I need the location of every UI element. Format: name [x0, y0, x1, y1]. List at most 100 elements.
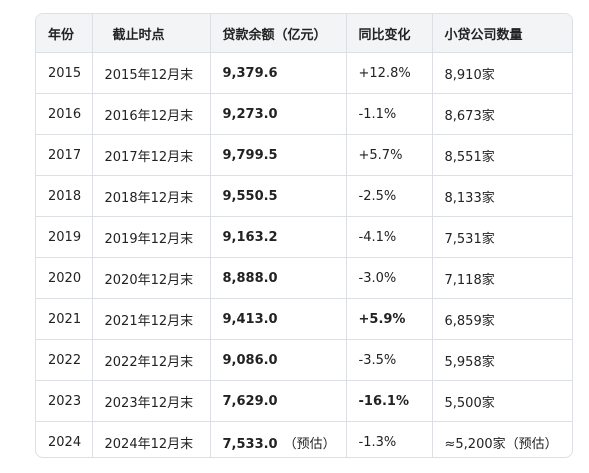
balance-cell: 9,086.0 [210, 339, 347, 381]
year-cell-text: 2021 [48, 311, 82, 327]
date-cell: 2019年12月末 [92, 216, 211, 258]
year-cell: 2020 [36, 257, 93, 299]
date-cell: 2024年12月末 [92, 421, 211, 457]
change-cell-text: +12.8% [358, 65, 411, 81]
count-cell-text: 8,910家 [444, 67, 495, 83]
count-cell-text: 7,531家 [444, 231, 495, 247]
date-cell-text: 2022年12月末 [104, 354, 194, 370]
change-cell: -4.1% [346, 216, 433, 258]
year-cell: 2015 [36, 52, 93, 94]
balance-cell: 9,163.2 [210, 216, 347, 258]
data-table-card: 年份 截止时点 贷款余额（亿元） 同比变化 小贷公司数量 2015 2015年12… [35, 13, 573, 458]
change-cell-text: +5.7% [358, 147, 403, 163]
date-cell-text: 2020年12月末 [104, 272, 194, 288]
count-cell: 8,673家 [432, 93, 572, 135]
count-cell: 8,133家 [432, 175, 572, 217]
date-cell: 2017年12月末 [92, 134, 211, 176]
year-cell-text: 2024 [48, 434, 82, 450]
change-cell: +5.9% [346, 298, 433, 340]
year-cell: 2018 [36, 175, 93, 217]
date-cell-text: 2016年12月末 [104, 108, 194, 124]
year-cell: 2023 [36, 380, 93, 422]
change-cell: -16.1% [346, 380, 433, 422]
balance-cell-text: 9,550.5 [222, 188, 278, 204]
change-cell: -3.0% [346, 257, 433, 299]
year-cell-text: 2016 [48, 106, 82, 122]
header-row: 年份 截止时点 贷款余额（亿元） 同比变化 小贷公司数量 [36, 14, 572, 53]
count-cell-text: 8,133家 [444, 190, 495, 206]
header-change: 同比变化 [346, 14, 433, 53]
date-cell-text: 2018年12月末 [104, 190, 194, 206]
balance-cell-text: 9,379.6 [222, 65, 278, 81]
date-cell-text: 2023年12月末 [104, 395, 194, 411]
balance-cell-text: 9,086.0 [222, 352, 278, 368]
table-row: 2015 2015年12月末 9,379.6 +12.8% 8,910家 [36, 52, 572, 94]
table-row: 2016 2016年12月末 9,273.0 -1.1% 8,673家 [36, 93, 572, 135]
change-cell-text: -3.0% [358, 270, 397, 286]
count-cell-text: 7,118家 [444, 272, 495, 288]
count-cell-text: 8,551家 [444, 149, 495, 165]
change-cell-text: -16.1% [358, 393, 410, 409]
year-cell: 2019 [36, 216, 93, 258]
balance-cell: 9,379.6 [210, 52, 347, 94]
change-cell: -1.3% [346, 421, 433, 457]
count-cell: 5,958家 [432, 339, 572, 381]
balance-cell: 7,533.0 （预估） [210, 421, 347, 457]
table-row: 2023 2023年12月末 7,629.0 -16.1% 5,500家 [36, 380, 572, 422]
year-cell-text: 2023 [48, 393, 82, 409]
table-row: 2024 2024年12月末 7,533.0 （预估） -1.3% ≈5,200家（预估） [36, 421, 572, 458]
count-cell: 8,910家 [432, 52, 572, 94]
year-cell-text: 2018 [48, 188, 82, 204]
table-row: 2017 2017年12月末 9,799.5 +5.7% 8,551家 [36, 134, 572, 176]
change-cell-text: -1.1% [358, 106, 397, 122]
table-header: 年份 截止时点 贷款余额（亿元） 同比变化 小贷公司数量 [36, 14, 572, 53]
balance-cell: 9,799.5 [210, 134, 347, 176]
loan-balance-table: 年份 截止时点 贷款余额（亿元） 同比变化 小贷公司数量 2015 2015年12… [36, 14, 572, 458]
balance-cell-text: 8,888.0 [222, 270, 278, 286]
count-cell-text: 5,958家 [444, 354, 495, 370]
count-cell: 8,551家 [432, 134, 572, 176]
date-cell-text: 2021年12月末 [104, 313, 194, 329]
year-cell: 2024 [36, 421, 93, 457]
year-cell-text: 2017 [48, 147, 82, 163]
balance-cell-text: 9,413.0 [222, 311, 278, 327]
change-cell: -3.5% [346, 339, 433, 381]
count-cell-text: 6,859家 [444, 313, 495, 329]
balance-cell: 8,888.0 [210, 257, 347, 299]
table-row: 2020 2020年12月末 8,888.0 -3.0% 7,118家 [36, 257, 572, 299]
date-cell: 2020年12月末 [92, 257, 211, 299]
date-cell: 2021年12月末 [92, 298, 211, 340]
count-cell: 7,118家 [432, 257, 572, 299]
count-cell: 7,531家 [432, 216, 572, 258]
table-row: 2018 2018年12月末 9,550.5 -2.5% 8,133家 [36, 175, 572, 217]
balance-note: （预估） [283, 436, 336, 452]
balance-cell: 7,629.0 [210, 380, 347, 422]
change-cell-text: -1.3% [358, 434, 397, 450]
count-cell-text: ≈5,200家（预估） [444, 436, 558, 452]
change-cell-text: +5.9% [358, 311, 406, 327]
balance-cell-text: 7,629.0 [222, 393, 278, 409]
date-cell: 2015年12月末 [92, 52, 211, 94]
change-cell: -2.5% [346, 175, 433, 217]
date-cell: 2018年12月末 [92, 175, 211, 217]
date-cell: 2022年12月末 [92, 339, 211, 381]
balance-cell-text: 9,799.5 [222, 147, 278, 163]
year-cell: 2016 [36, 93, 93, 135]
date-cell-text: 2015年12月末 [104, 67, 194, 83]
change-cell: +5.7% [346, 134, 433, 176]
count-cell: 5,500家 [432, 380, 572, 422]
change-cell-text: -3.5% [358, 352, 397, 368]
count-cell-text: 8,673家 [444, 108, 495, 124]
date-cell-text: 2019年12月末 [104, 231, 194, 247]
balance-cell-text: 9,163.2 [222, 229, 278, 245]
balance-cell-text: 7,533.0 [222, 436, 278, 452]
header-balance: 贷款余额（亿元） [210, 14, 347, 53]
balance-cell: 9,550.5 [210, 175, 347, 217]
change-cell: +12.8% [346, 52, 433, 94]
table-row: 2022 2022年12月末 9,086.0 -3.5% 5,958家 [36, 339, 572, 381]
balance-cell: 9,413.0 [210, 298, 347, 340]
year-cell: 2022 [36, 339, 93, 381]
date-cell-text: 2017年12月末 [104, 149, 194, 165]
count-cell: ≈5,200家（预估） [432, 422, 572, 458]
date-cell: 2023年12月末 [92, 380, 211, 422]
